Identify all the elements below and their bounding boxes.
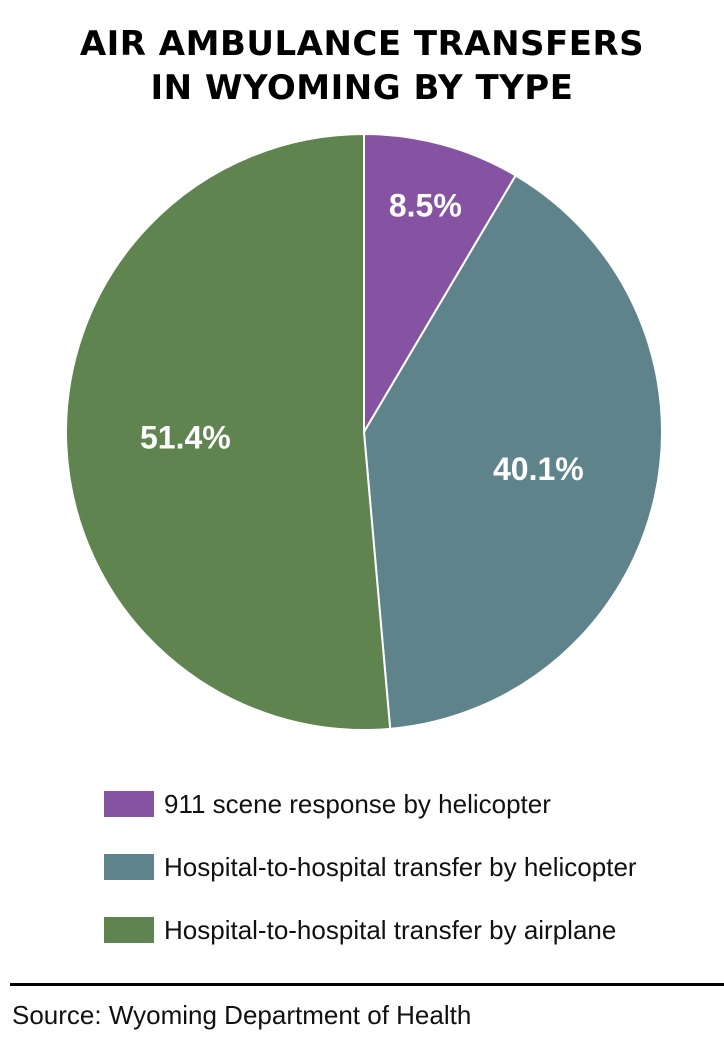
- legend-label-911-scene-response: 911 scene response by helicopter: [164, 788, 551, 819]
- legend-swatch-911-scene-response: [104, 791, 154, 817]
- legend-item-hospital-helicopter: Hospital-to-hospital transfer by helicop…: [104, 849, 637, 885]
- source-note: Source: Wyoming Department of Health: [12, 1000, 472, 1030]
- pie-slice-hospital-helicopter: [362, 174, 663, 730]
- slice-label-hospital-airplane: 51.4%: [140, 419, 231, 455]
- legend-item-911-scene-response: 911 scene response by helicopter: [104, 786, 637, 822]
- chart-title-line-2: IN WYOMING BY TYPE: [150, 68, 574, 108]
- legend-swatch-hospital-helicopter: [104, 854, 154, 880]
- legend-item-hospital-airplane: Hospital-to-hospital transfer by airplan…: [104, 912, 637, 948]
- legend-label-hospital-helicopter: Hospital-to-hospital transfer by helicop…: [164, 851, 637, 882]
- legend-label-hospital-airplane: Hospital-to-hospital transfer by airplan…: [164, 914, 617, 945]
- pie-slice-hospital-airplane: [65, 132, 392, 731]
- slice-label-911-scene-response: 8.5%: [389, 187, 462, 223]
- legend: 911 scene response by helicopter Hospita…: [104, 786, 637, 975]
- slice-label-hospital-helicopter: 40.1%: [493, 451, 584, 487]
- pie-chart: 8.5% 40.1% 51.4%: [65, 132, 663, 731]
- divider: [10, 983, 724, 986]
- chart-title: AIR AMBULANCE TRANSFERS IN WYOMING BY TY…: [0, 22, 724, 110]
- chart-title-line-1: AIR AMBULANCE TRANSFERS: [79, 24, 645, 64]
- legend-swatch-hospital-airplane: [104, 917, 154, 943]
- pie-slice-911-scene-response: [363, 132, 518, 436]
